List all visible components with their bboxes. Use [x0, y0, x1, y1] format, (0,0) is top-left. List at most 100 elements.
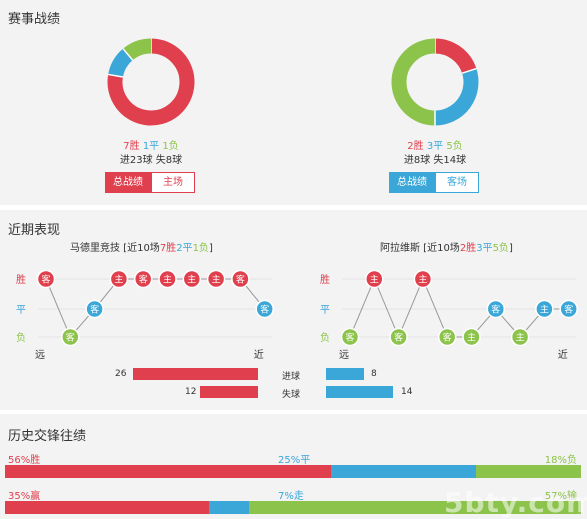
home-match-venue-label: 客 — [41, 274, 50, 286]
conceded-label: 失球 — [282, 390, 301, 400]
away-far-label: 远 — [339, 349, 349, 361]
home-donut-separator — [108, 73, 124, 78]
home-conceded-value: 12 — [185, 387, 197, 397]
home-axis-label-L: 负 — [16, 331, 26, 344]
away-match-venue-label: 客 — [491, 304, 500, 316]
away-axis-label-D: 平 — [320, 305, 330, 316]
history-cover-win-bar — [5, 501, 209, 514]
away-match-venue-label: 客 — [564, 304, 573, 316]
site-watermark: 5bty.com — [444, 486, 587, 519]
home-home-record-button[interactable]: 主场 — [151, 172, 195, 193]
away-conceded-bar — [326, 386, 394, 398]
away-form-chart: 胜平负 客主客主客 主客主主 客远近 — [320, 269, 578, 361]
home-axis-label-W: 胜 — [16, 274, 26, 286]
home-match-dot — [36, 269, 56, 289]
away-match-venue-label: 客 — [394, 332, 403, 344]
away-donut-draw-slice — [434, 68, 479, 126]
home-loss-count: 1负 — [162, 141, 179, 152]
away-match-venue-label: 主 — [370, 274, 379, 286]
record-section-title: 赛事战绩 — [8, 12, 61, 27]
away-match-venue-label: 客 — [345, 332, 354, 344]
away-total-record-button[interactable]: 总战绩 — [389, 172, 435, 193]
history-cover-push-bar — [208, 501, 250, 514]
away-draw-count: 3平 — [426, 141, 444, 152]
home-far-label: 远 — [35, 349, 45, 361]
away-match-dot — [340, 327, 360, 347]
away-match-dot — [535, 299, 554, 319]
away-match-venue-label: 主 — [540, 304, 549, 316]
home-form-chart: 胜平负客客客主客主主主客客远近 — [16, 269, 274, 361]
history-title: 历史交锋往绩 — [8, 429, 87, 444]
home-scored-value: 26 — [115, 369, 127, 379]
away-away-record-button[interactable]: 客场 — [435, 172, 479, 193]
home-match-venue-label: 主 — [212, 274, 221, 286]
away-record-stats: 2胜 3平 5负 进8球 失14球 — [355, 140, 515, 168]
history-section: 历史交锋往绩 56%胜 25%平 18%负 35%赢 7%走 57%输 — [0, 414, 587, 519]
away-match-dot — [510, 327, 530, 347]
home-match-dot — [109, 269, 129, 289]
home-donut-loss-slice — [123, 38, 152, 61]
away-match-dot — [437, 327, 457, 347]
history-cover-lose-label: 57%输 — [544, 491, 577, 502]
home-match-dot — [231, 269, 250, 289]
away-record-toggle: 总战绩 客场 — [389, 172, 479, 193]
away-record-donut — [391, 38, 479, 126]
home-match-venue-label: 主 — [187, 274, 196, 286]
home-form-title: 马德里竞技 [近10场7胜2平1负] — [70, 243, 213, 254]
away-loss-count: 5负 — [446, 141, 463, 152]
away-match-venue-label: 主 — [516, 332, 525, 344]
home-near-label: 近 — [254, 348, 264, 361]
home-match-venue-label: 客 — [139, 274, 148, 286]
away-match-dot — [413, 269, 433, 289]
away-near-label: 近 — [558, 348, 568, 361]
home-match-venue-label: 客 — [236, 274, 245, 286]
recent-form-title: 近期表现 — [8, 223, 61, 238]
history-loss-bar — [476, 465, 581, 478]
home-goals-summary: 进23球 失8球 — [119, 155, 183, 166]
home-match-venue-label: 客 — [66, 332, 75, 344]
home-match-dot — [158, 269, 177, 289]
away-win-count: 2胜 — [407, 141, 424, 152]
history-cover-lose-bar — [249, 501, 581, 514]
home-match-dot — [61, 327, 80, 347]
home-match-dot — [133, 269, 153, 289]
home-conceded-bar — [200, 386, 258, 398]
away-match-venue-label: 主 — [467, 332, 476, 344]
away-scored-value: 8 — [371, 369, 377, 379]
away-match-dot — [462, 327, 481, 347]
record-section: 赛事战绩 7胜 1平 1负 进23球 失8球 2胜 3平 5负 进8球 失14球… — [0, 0, 587, 205]
home-donut-separator — [122, 48, 134, 61]
away-scored-bar — [326, 368, 365, 380]
home-form-line — [45, 278, 266, 338]
home-total-record-button[interactable]: 总战绩 — [105, 172, 151, 193]
home-match-dot — [182, 269, 202, 289]
home-match-dot — [206, 269, 226, 289]
history-draw-label: 25%平 — [278, 455, 311, 466]
history-loss-label: 18%负 — [544, 455, 577, 466]
home-donut-win-slice — [107, 38, 195, 126]
away-match-dot — [389, 327, 408, 347]
home-match-venue-label: 主 — [114, 274, 123, 286]
recent-form-section: 近期表现 马德里竞技 [近10场7胜2平1负] 阿拉维斯 [近10场2胜3平5负… — [0, 210, 587, 410]
home-record-stats: 7胜 1平 1负 进23球 失8球 — [71, 140, 231, 168]
home-record-donut — [107, 38, 195, 126]
home-match-venue-label: 客 — [90, 304, 99, 316]
history-cover-win-label: 35%赢 — [8, 491, 41, 502]
away-match-venue-label: 客 — [443, 332, 452, 344]
history-win-bar — [5, 465, 331, 478]
home-match-dot — [85, 299, 104, 319]
away-match-dot — [486, 299, 506, 319]
history-win-label: 56%胜 — [8, 455, 41, 466]
away-donut-loss-slice — [391, 38, 436, 126]
history-cover-push-label: 7%走 — [278, 491, 304, 502]
home-match-venue-label: 主 — [163, 274, 172, 286]
away-axis-label-L: 负 — [320, 331, 330, 344]
away-axis-label-W: 胜 — [320, 274, 330, 286]
home-match-dot — [255, 299, 274, 319]
away-conceded-value: 14 — [401, 387, 413, 397]
away-match-dot — [559, 299, 578, 319]
home-donut-draw-slice — [108, 48, 133, 78]
away-donut-win-slice — [434, 38, 477, 74]
home-match-venue-label: 客 — [260, 304, 269, 316]
away-form-title: 阿拉维斯 [近10场2胜3平5负] — [380, 243, 513, 254]
